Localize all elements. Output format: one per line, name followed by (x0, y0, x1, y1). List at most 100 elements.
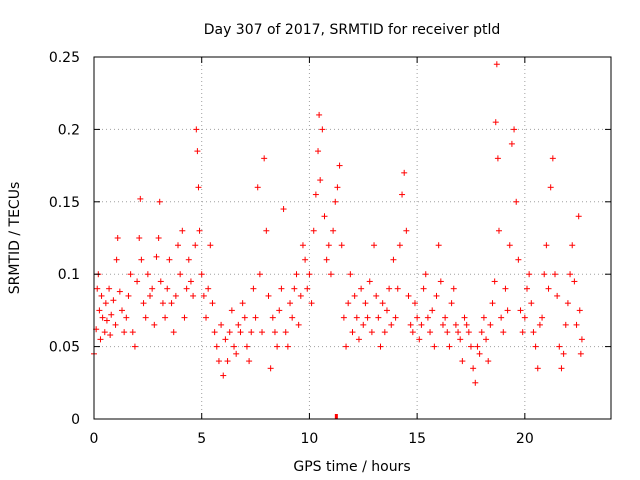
data-point (200, 292, 207, 299)
data-point (534, 365, 541, 372)
data-point (194, 148, 201, 155)
data-point (168, 300, 175, 307)
data-point (207, 242, 214, 249)
data-point (467, 343, 474, 350)
data-point (295, 321, 302, 328)
y-tick-label: 0.2 (58, 122, 80, 138)
data-point (489, 300, 496, 307)
data-point (129, 329, 136, 336)
data-point (431, 343, 438, 350)
data-point (209, 300, 216, 307)
data-point (571, 278, 578, 285)
data-point (187, 278, 194, 285)
data-point (360, 321, 367, 328)
data-point (543, 242, 550, 249)
data-point (545, 285, 552, 292)
data-point (450, 285, 457, 292)
data-point (106, 285, 113, 292)
data-point (151, 321, 158, 328)
data-point (358, 285, 365, 292)
data-point (401, 169, 408, 176)
data-point (94, 285, 101, 292)
data-point (246, 358, 253, 365)
data-point (226, 329, 233, 336)
data-point (137, 195, 144, 202)
data-point (293, 271, 300, 278)
data-point (530, 329, 537, 336)
data-point (420, 285, 427, 292)
y-tick-label: 0.05 (49, 340, 80, 356)
data-point (98, 292, 105, 299)
data-point (248, 329, 255, 336)
data-point (119, 307, 126, 314)
data-point (330, 227, 337, 234)
data-point (308, 300, 315, 307)
data-point (452, 321, 459, 328)
y-tick-label: 0.15 (49, 195, 80, 211)
data-point (113, 256, 120, 263)
data-point (364, 314, 371, 321)
data-point (494, 155, 501, 162)
data-point (235, 321, 242, 328)
data-point (112, 321, 119, 328)
data-point (179, 227, 186, 234)
data-point (306, 271, 313, 278)
data-point (131, 343, 138, 350)
data-point (564, 300, 571, 307)
data-point (526, 271, 533, 278)
data-point (259, 329, 266, 336)
data-point (243, 343, 250, 350)
data-point (511, 126, 518, 133)
data-point (437, 278, 444, 285)
data-point (576, 307, 583, 314)
data-point (280, 206, 287, 213)
data-point (205, 285, 212, 292)
data-point (457, 336, 464, 343)
data-point (123, 314, 130, 321)
data-point (388, 321, 395, 328)
data-point (448, 300, 455, 307)
data-point (162, 314, 169, 321)
data-point (108, 311, 115, 318)
x-tick-label: 15 (408, 431, 426, 447)
data-point (560, 350, 567, 357)
data-point (353, 314, 360, 321)
data-point (323, 256, 330, 263)
data-point (504, 307, 511, 314)
data-point (177, 271, 184, 278)
data-point (495, 227, 502, 234)
data-point (414, 314, 421, 321)
data-point (237, 329, 244, 336)
x-tick-label: 20 (516, 431, 534, 447)
data-point (185, 256, 192, 263)
data-point (491, 278, 498, 285)
data-point (181, 314, 188, 321)
data-point (218, 321, 225, 328)
data-point (390, 256, 397, 263)
data-point (377, 343, 384, 350)
data-point (513, 198, 520, 205)
data-point (502, 285, 509, 292)
data-point (193, 126, 200, 133)
data-point (515, 256, 522, 263)
data-point (541, 271, 548, 278)
data-point (334, 184, 341, 191)
data-point (211, 329, 218, 336)
data-point (215, 358, 222, 365)
data-point (439, 321, 446, 328)
data-point (578, 336, 585, 343)
data-point (446, 343, 453, 350)
plot-frame (93, 56, 612, 420)
data-point (480, 314, 487, 321)
data-point (299, 242, 306, 249)
data-point (422, 271, 429, 278)
data-point (396, 242, 403, 249)
data-point (528, 300, 535, 307)
data-point (463, 321, 470, 328)
data-point (394, 285, 401, 292)
data-point (156, 198, 163, 205)
grid-lines (94, 57, 611, 419)
data-point (254, 184, 261, 191)
data-point (198, 271, 205, 278)
data-point (399, 191, 406, 198)
